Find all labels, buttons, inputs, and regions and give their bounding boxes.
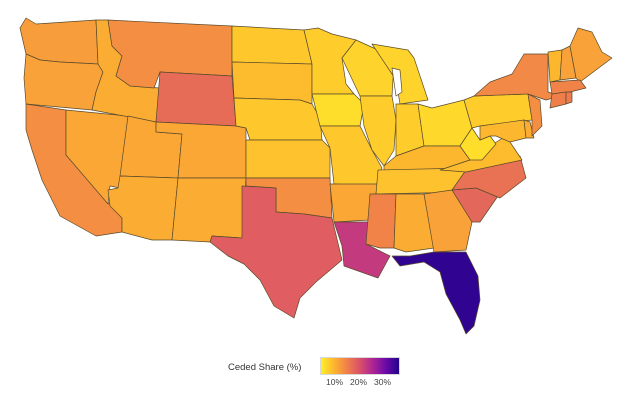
state-fl (391, 251, 481, 335)
state-ne (233, 97, 323, 141)
state-ms (365, 193, 397, 249)
state-ny (473, 53, 561, 101)
state-nc (451, 155, 527, 199)
state-nm (171, 177, 247, 243)
state-il (359, 95, 397, 167)
legend-color-bar (320, 357, 400, 375)
great-lake (391, 67, 403, 97)
state-nj (527, 93, 543, 137)
legend-tick-20: 20% (350, 377, 368, 387)
state-me (569, 27, 613, 83)
state-sd (231, 61, 313, 105)
state-al (393, 193, 435, 253)
state-ct (549, 91, 567, 109)
state-oh (417, 99, 473, 147)
legend-title: Ceded Share (%) (228, 362, 302, 373)
legend-tick-10: 10% (326, 377, 344, 387)
state-wy (155, 71, 237, 127)
state-tx (209, 185, 343, 319)
state-wv (459, 127, 497, 161)
map-legend: Ceded Share (%) 10% 20% 30% (228, 356, 428, 396)
state-nd (231, 25, 313, 65)
state-ma (549, 79, 587, 95)
state-mn (303, 27, 357, 95)
legend-tick-30: 30% (374, 377, 392, 387)
state-de (523, 119, 535, 139)
state-ga (423, 189, 473, 253)
state-ri (565, 91, 573, 105)
state-ia (311, 93, 365, 127)
state-ks (245, 139, 331, 179)
